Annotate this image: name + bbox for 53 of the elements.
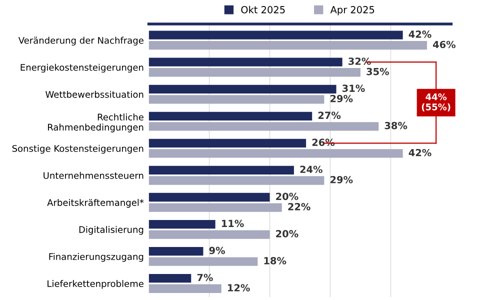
y-tick-label: Arbeitskräftemangel* [47,198,144,208]
data-label: 22% [288,203,310,210]
y-tick-label: Lieferkettenprobleme [48,280,144,289]
y-tick-label: Rechtliche Rahmenbedingungen [48,114,144,132]
data-label: 29% [330,176,353,184]
annotation: 44% (55%) [422,93,450,112]
y-tick-label: Unternehmenssteuern [44,172,144,179]
y-tick-label: Wettbewerbssituation [46,90,144,98]
data-label: 31% [342,84,365,92]
data-label: 29% [330,94,353,102]
data-label: 20% [276,192,298,200]
data-label: 32% [348,58,371,65]
bar [148,246,204,256]
data-label: 7% [197,274,213,282]
bar [148,68,360,77]
data-label: 9% [209,246,225,254]
bar [148,30,403,40]
bar [148,284,222,293]
data-label: 27% [318,112,341,119]
data-label: 20% [276,230,298,238]
bar [148,58,342,66]
bar [148,220,216,229]
bar [148,230,270,239]
y-tick-label: Finanzierungszugang [49,253,144,262]
data-label: 24% [300,166,322,174]
bar [148,257,258,266]
data-label: 42% [408,30,432,38]
data-label: 26% [312,138,335,146]
data-label: 18% [264,257,286,264]
bar [148,138,306,148]
y-tick-label: Digitalisierung [79,226,144,235]
data-label: 38% [384,122,408,130]
bar [148,41,428,50]
bar [148,176,324,185]
bar [148,84,336,94]
bar [148,122,379,131]
bar [148,274,192,283]
data-label: 35% [366,68,389,76]
y-tick-label: Veränderung der Nachfrage [18,36,144,46]
bar [148,192,270,202]
y-tick-label: Sonstige Kostensteigerungen [12,144,144,154]
bar [148,112,312,120]
data-label: 42% [408,148,432,156]
legend-label: Okt 2025 [241,6,285,14]
bar [148,149,403,158]
legend-label: Apr 2025 [330,6,374,16]
data-label: 46% [433,40,456,48]
y-tick-label: Energiekostensteigerungen [20,64,144,73]
bar [148,166,294,175]
data-label: 12% [228,284,250,292]
data-label: 11% [222,220,244,228]
bar [148,203,282,212]
bar [148,95,324,104]
